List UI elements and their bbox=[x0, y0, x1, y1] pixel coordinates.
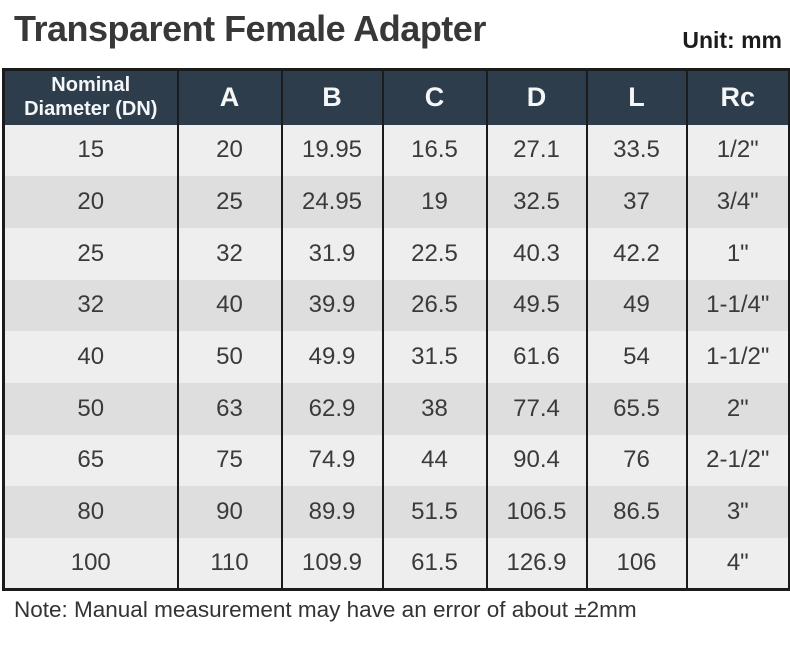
table-cell: 51.5 bbox=[381, 486, 488, 538]
table-cell: 39.9 bbox=[280, 279, 384, 332]
table-cell: 37 bbox=[585, 176, 688, 228]
table-cell: 2-1/2" bbox=[685, 434, 790, 487]
table-cell: 2" bbox=[685, 382, 790, 435]
table-cell: 100 bbox=[2, 538, 179, 590]
table-body: 15 20 19.95 16.5 27.1 33.5 1/2" 20 25 24.95 19 32.5… bbox=[2, 124, 790, 590]
table-cell: 32 bbox=[2, 279, 179, 332]
table-header-row: Nominal Diameter (DN) A B C D L Rc bbox=[2, 69, 790, 125]
dn-header-line1: Nominal bbox=[51, 74, 131, 97]
table-cell: 25 bbox=[176, 176, 283, 228]
table-cell: 54 bbox=[585, 331, 688, 383]
table-cell: 27.1 bbox=[485, 124, 588, 177]
table-cell: 3" bbox=[685, 486, 790, 538]
table-row: 32 40 39.9 26.5 49.5 49 1-1/4" bbox=[2, 279, 790, 332]
table-cell: 110 bbox=[176, 538, 283, 590]
table-cell: 65 bbox=[2, 434, 179, 487]
table-row: 25 32 31.9 22.5 40.3 42.2 1" bbox=[2, 227, 790, 280]
table-cell: 32.5 bbox=[485, 176, 588, 228]
table-cell: 38 bbox=[381, 382, 488, 435]
table-cell: 40 bbox=[176, 279, 283, 332]
table-row: 15 20 19.95 16.5 27.1 33.5 1/2" bbox=[2, 124, 790, 177]
table-cell: 74.9 bbox=[280, 434, 384, 487]
table-cell: 86.5 bbox=[585, 486, 688, 538]
table-cell: 44 bbox=[381, 434, 488, 487]
column-header-a: A bbox=[176, 69, 283, 125]
unit-label: Unit: mm bbox=[682, 27, 782, 53]
table-cell: 40.3 bbox=[485, 227, 588, 280]
table-cell: 50 bbox=[176, 331, 283, 383]
table-cell: 19.95 bbox=[280, 124, 384, 177]
table-cell: 75 bbox=[176, 434, 283, 487]
table-cell: 90.4 bbox=[485, 434, 588, 487]
table-cell: 25 bbox=[2, 227, 179, 280]
table-row: 65 75 74.9 44 90.4 76 2-1/2" bbox=[2, 434, 790, 487]
table-cell: 15 bbox=[2, 124, 179, 177]
table-cell: 32 bbox=[176, 227, 283, 280]
table-cell: 20 bbox=[2, 176, 179, 228]
table-cell: 126.9 bbox=[485, 538, 588, 590]
table-cell: 77.4 bbox=[485, 382, 588, 435]
table-cell: 42.2 bbox=[585, 227, 688, 280]
table-cell: 89.9 bbox=[280, 486, 384, 538]
table-cell: 90 bbox=[176, 486, 283, 538]
column-header-c: C bbox=[381, 69, 488, 125]
dn-header-line2: Diameter (DN) bbox=[24, 97, 158, 120]
spec-table: Nominal Diameter (DN) A B C D L Rc 15 20 19.95 1… bbox=[2, 68, 790, 592]
table-cell: 49.5 bbox=[485, 279, 588, 332]
table-cell: 62.9 bbox=[280, 382, 384, 435]
table-row: 80 90 89.9 51.5 106.5 86.5 3" bbox=[2, 486, 790, 538]
table-cell: 16.5 bbox=[381, 124, 488, 177]
column-header-l: L bbox=[585, 69, 688, 125]
table-cell: 1-1/2" bbox=[685, 331, 790, 383]
table-cell: 106 bbox=[585, 538, 688, 590]
table-cell: 76 bbox=[585, 434, 688, 487]
table-cell: 33.5 bbox=[585, 124, 688, 177]
table-cell: 31.5 bbox=[381, 331, 488, 383]
table-cell: 80 bbox=[2, 486, 179, 538]
table-cell: 31.9 bbox=[280, 227, 384, 280]
table-cell: 4" bbox=[685, 538, 790, 590]
table-cell: 1/2" bbox=[685, 124, 790, 177]
table-cell: 1" bbox=[685, 227, 790, 280]
table-row: 20 25 24.95 19 32.5 37 3/4" bbox=[2, 176, 790, 228]
table-cell: 3/4" bbox=[685, 176, 790, 228]
column-header-rc: Rc bbox=[685, 69, 790, 125]
table-row: 40 50 49.9 31.5 61.6 54 1-1/2" bbox=[2, 331, 790, 383]
table-cell: 61.6 bbox=[485, 331, 588, 383]
table-cell: 22.5 bbox=[381, 227, 488, 280]
table-cell: 49.9 bbox=[280, 331, 384, 383]
table-cell: 24.95 bbox=[280, 176, 384, 228]
page-title: Transparent Female Adapter bbox=[14, 8, 486, 49]
table-row: 50 63 62.9 38 77.4 65.5 2" bbox=[2, 382, 790, 435]
table-cell: 19 bbox=[381, 176, 488, 228]
table-cell: 49 bbox=[585, 279, 688, 332]
table-row: 100 110 109.9 61.5 126.9 106 4" bbox=[2, 538, 790, 590]
table-cell: 20 bbox=[176, 124, 283, 177]
measurement-note: Note: Manual measurement may have an err… bbox=[14, 597, 637, 622]
table-cell: 61.5 bbox=[381, 538, 488, 590]
column-header-nominal-diameter: Nominal Diameter (DN) bbox=[2, 69, 179, 125]
table-cell: 50 bbox=[2, 382, 179, 435]
table-cell: 40 bbox=[2, 331, 179, 383]
table-cell: 109.9 bbox=[280, 538, 384, 590]
table-cell: 26.5 bbox=[381, 279, 488, 332]
column-header-b: B bbox=[280, 69, 384, 125]
table-cell: 106.5 bbox=[485, 486, 588, 538]
table-cell: 63 bbox=[176, 382, 283, 435]
table-cell: 65.5 bbox=[585, 382, 688, 435]
table-cell: 1-1/4" bbox=[685, 279, 790, 332]
column-header-d: D bbox=[485, 69, 588, 125]
